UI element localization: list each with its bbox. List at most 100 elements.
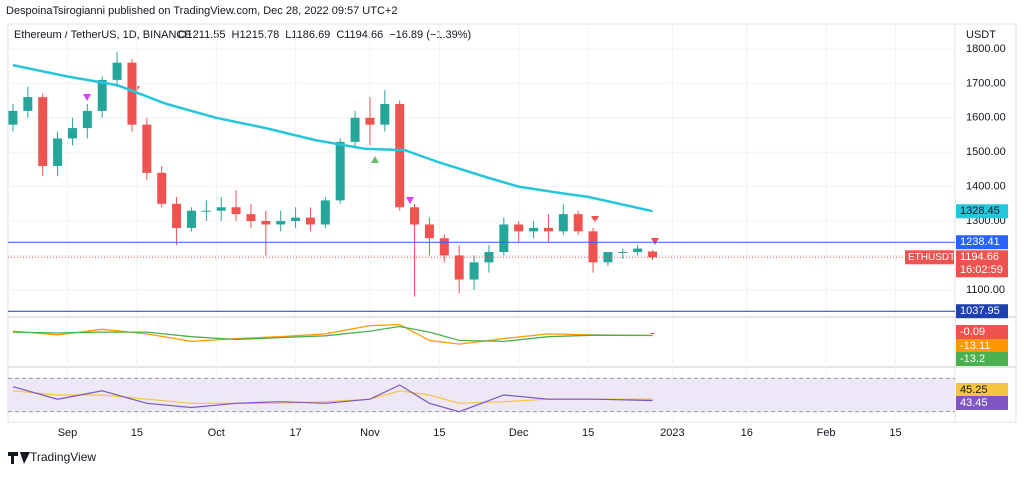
candle-body <box>142 124 152 173</box>
countdown: 16:02:59 <box>960 264 1003 276</box>
macd-label: -13.2 <box>960 353 985 365</box>
candle-body <box>603 252 613 263</box>
y-tick-label: 1600.00 <box>966 112 1006 124</box>
x-tick-label: Sep <box>58 427 78 439</box>
signal-marker <box>591 216 599 223</box>
rsi-band <box>8 378 955 412</box>
ohlc-label: H1215.78 <box>232 29 280 41</box>
x-tick-label: 15 <box>889 427 901 439</box>
frame <box>7 23 1017 423</box>
signal-marker <box>371 156 379 163</box>
level-label-bg <box>956 304 1008 319</box>
candle-body <box>335 141 345 201</box>
publisher: DespoinaTsirogianni published on Trading… <box>6 5 397 17</box>
signal-marker <box>651 238 659 245</box>
x-tick-label: Oct <box>208 427 225 439</box>
macd-label: -13.11 <box>960 340 990 352</box>
last-price: 1194.66 <box>960 251 999 263</box>
signal-marker <box>406 197 414 204</box>
y-tick-label: 1800.00 <box>966 43 1006 55</box>
candle-body <box>543 227 553 232</box>
candle-body <box>514 224 524 232</box>
symbol-tag-bg <box>905 250 954 265</box>
candle-body <box>112 62 122 80</box>
candle-body <box>380 104 390 125</box>
candle-body <box>82 110 92 129</box>
candle-body <box>410 207 420 225</box>
candle-body <box>276 221 286 225</box>
y-tick-label: 1500.00 <box>966 146 1006 158</box>
candle-body <box>172 203 182 228</box>
candle-body <box>246 214 256 222</box>
candle-body <box>186 210 196 228</box>
ohlc-label: C1194.66 <box>336 29 383 41</box>
macd-label-bg <box>956 352 1008 366</box>
ohlc-label: O1211.55 <box>178 29 226 41</box>
x-tick-label: 15 <box>433 427 445 439</box>
candle-body <box>320 200 330 225</box>
candle-body <box>67 128 77 139</box>
y-tick-label: 1100.00 <box>966 284 1005 296</box>
level-label: 1037.95 <box>960 305 1000 317</box>
rsi-label: 45.25 <box>960 384 988 396</box>
symbol-tag: ETHUSDT <box>908 252 955 263</box>
footer: TradingView <box>30 450 96 464</box>
x-tick-label: Dec <box>509 427 529 439</box>
candle-body <box>633 248 643 253</box>
candle-body <box>201 210 211 212</box>
x-tick-label: Nov <box>360 427 380 439</box>
ohlc-label: L1186.69 <box>285 29 330 41</box>
candle-body <box>588 231 598 263</box>
last-price-bg <box>956 250 1008 278</box>
candle-body <box>365 117 375 125</box>
x-tick-label: 15 <box>582 427 594 439</box>
candle-body <box>350 117 360 142</box>
macd-label-bg <box>956 339 1008 353</box>
moving-average <box>12 63 653 213</box>
candle-body <box>97 79 107 111</box>
candle-body <box>261 221 271 225</box>
candle-body <box>231 207 241 215</box>
candle-body <box>424 224 434 239</box>
rsi-line <box>12 384 653 413</box>
rsi-label-bg <box>956 396 1008 410</box>
y-tick-label: 1400.00 <box>966 181 1006 193</box>
candle-body <box>648 251 658 258</box>
x-tick-label: 17 <box>289 427 301 439</box>
candle-body <box>127 62 137 125</box>
candle-body <box>53 138 63 166</box>
candle-body <box>529 227 539 232</box>
macd-line <box>12 325 653 343</box>
ma-label: 1328.45 <box>960 205 1000 217</box>
candle-body <box>216 207 226 211</box>
ma-label-bg <box>956 204 1008 219</box>
macd-hist-label: -0.09 <box>960 326 985 338</box>
candle-body <box>8 110 18 125</box>
candle-body <box>469 262 479 280</box>
rsi-label: 43.45 <box>960 397 988 409</box>
macd-hist-label-bg <box>956 325 1008 339</box>
symbol: Ethereum / TetherUS, 1D, BINANCE <box>14 29 192 41</box>
signal-marker <box>83 94 91 101</box>
currency: USDT <box>966 29 996 41</box>
candle-body <box>38 97 48 166</box>
candle-body <box>618 252 628 254</box>
x-tick-label: 15 <box>131 427 143 439</box>
level-label: 1238.41 <box>960 236 1000 248</box>
logo <box>8 452 30 464</box>
candle-body <box>439 238 449 256</box>
candle-body <box>499 224 509 253</box>
candle-body <box>291 217 301 222</box>
rsi-label-bg <box>956 383 1008 397</box>
x-tick-label: 16 <box>741 427 753 439</box>
y-tick-label: 1700.00 <box>966 77 1006 89</box>
candle-body <box>157 172 167 204</box>
ohlc-label: −16.89 (−1.39%) <box>389 29 471 41</box>
macd-histogram <box>650 333 655 334</box>
candle-body <box>395 104 405 208</box>
x-tick-label: 2023 <box>660 427 684 439</box>
level-label-bg <box>956 235 1008 250</box>
candle-body <box>558 214 568 232</box>
